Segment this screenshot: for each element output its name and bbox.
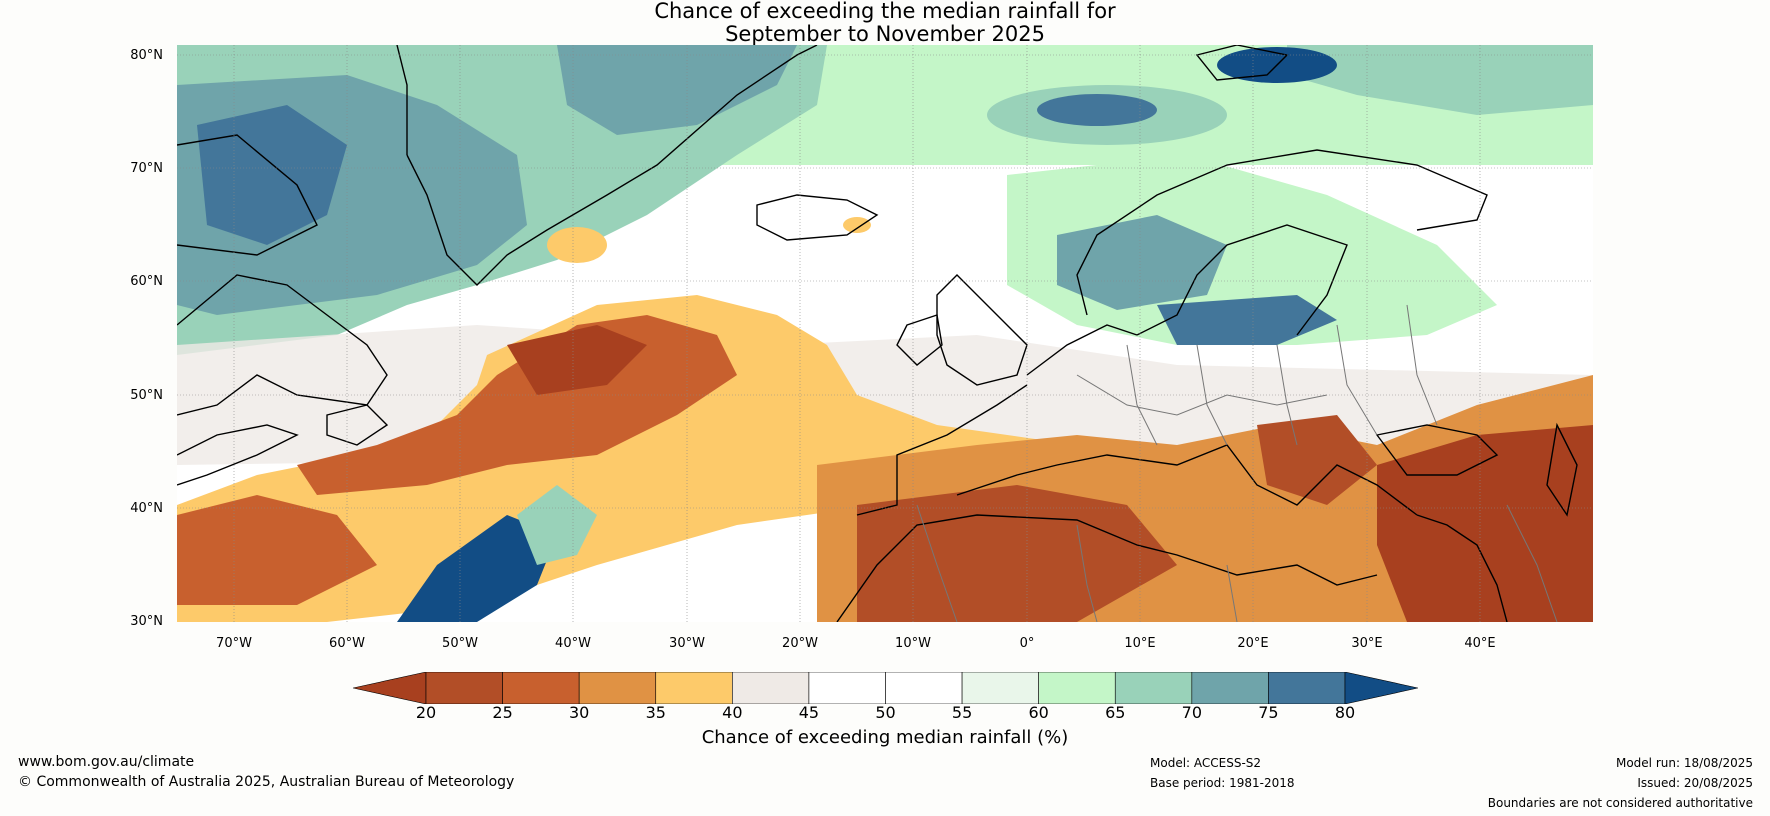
colorbar-segment — [655, 671, 733, 705]
lat-label-40n: 40°N — [130, 501, 163, 516]
colorbar-segment — [1114, 671, 1193, 705]
colorbar-tick-label: 65 — [1105, 703, 1126, 722]
labrador-coast — [177, 274, 388, 416]
colorbar-segment — [961, 671, 1039, 705]
balkans-dry — [1257, 415, 1377, 505]
colorbar-label: Chance of exceeding median rainfall (%) — [701, 727, 1069, 748]
colorbar-segment — [808, 671, 886, 705]
caspian-coast — [1546, 422, 1578, 517]
newfoundland-coast — [326, 404, 389, 446]
western-atlantic-dry — [177, 495, 377, 605]
lon-label-70w: 70°W — [216, 636, 252, 651]
north-sea-coast — [1026, 324, 1138, 376]
model-run-text: Model run: 18/08/2025 — [1615, 756, 1753, 770]
colorbar-extend-high — [1344, 671, 1419, 705]
middle-east-dry-core — [1377, 425, 1593, 622]
country-borders — [916, 304, 1558, 622]
levant-coast — [1416, 514, 1508, 622]
lon-label-20w: 20°W — [782, 636, 818, 651]
lon-label-40w: 40°W — [555, 636, 591, 651]
colorbar-tick-label: 55 — [951, 703, 973, 722]
sw-atlantic-wet — [397, 515, 557, 622]
colorbar-tick-label: 80 — [1334, 703, 1356, 722]
colorbar-tick-label: 30 — [568, 703, 590, 722]
svalbard-wet — [1287, 45, 1593, 115]
title-line-2: September to November 2025 — [725, 22, 1045, 46]
scandinavia-coast — [1076, 149, 1488, 316]
lat-label-50n: 50°N — [130, 388, 163, 403]
colorbar-segment — [732, 671, 810, 705]
colorbar-segment — [885, 671, 963, 705]
lat-label-70n: 70°N — [130, 161, 163, 176]
colorbar-tick-label: 50 — [875, 703, 896, 722]
norwegian-sea-wet-core — [1037, 94, 1157, 126]
iceland-coast — [756, 194, 879, 241]
baltic-coast — [1136, 224, 1348, 336]
lat-label-30n: 30°N — [130, 614, 163, 629]
colorbar — [352, 671, 1419, 705]
greenland-tip-dry — [547, 227, 607, 263]
base-period-text: Base period: 1981-2018 — [1150, 776, 1295, 790]
colorbar-tick-label: 70 — [1181, 703, 1202, 722]
lon-label-10e: 10°E — [1124, 636, 1156, 651]
greenland-west-coast — [396, 45, 408, 155]
lon-label-60w: 60°W — [329, 636, 365, 651]
europe-west-coast — [856, 384, 1028, 516]
ireland-coast — [896, 314, 943, 366]
scandinavia-wet-core — [1057, 215, 1227, 310]
lon-label-10w: 10°W — [895, 636, 931, 651]
atlantic-dry-core-2 — [507, 325, 647, 395]
coastlines — [177, 45, 1578, 622]
greenland-coast — [406, 45, 818, 286]
sw-atlantic-wet-rim — [517, 485, 597, 565]
colorbar-tick-label: 20 — [415, 703, 437, 722]
colorbar-segment — [502, 671, 580, 705]
lon-label-0: 0° — [1019, 636, 1035, 651]
lon-label-50w: 50°W — [442, 636, 478, 651]
colorbar-segment — [1038, 671, 1116, 705]
lon-label-30w: 30°W — [669, 636, 705, 651]
chart-title: Chance of exceeding the median rainfall … — [0, 0, 1770, 46]
copyright-text: © Commonwealth of Australia 2025, Austra… — [18, 774, 515, 790]
issued-text: Issued: 20/08/2025 — [1637, 776, 1753, 790]
colorbar-extend-low — [352, 671, 427, 705]
iceland-dry — [843, 217, 871, 233]
baffin-coast — [177, 134, 318, 256]
nafrica-coast — [836, 514, 1378, 622]
nafrica-dry-core — [857, 485, 1177, 622]
disclaimer-text: Boundaries are not considered authoritat… — [1487, 796, 1753, 810]
colorbar-tick-label: 75 — [1258, 703, 1279, 722]
colorbar-segment — [578, 671, 657, 705]
lat-label-60n: 60°N — [130, 274, 163, 289]
graticule — [177, 45, 1593, 622]
colorbar-segment — [425, 671, 503, 705]
greenland-sea-wet-core — [557, 45, 797, 135]
lon-label-20e: 20°E — [1237, 636, 1269, 651]
website-text: www.bom.gov.au/climate — [18, 754, 195, 770]
baltic-wet — [1157, 295, 1337, 345]
title-line-1: Chance of exceeding the median rainfall … — [654, 0, 1116, 23]
lat-label-80n: 80°N — [130, 48, 163, 63]
britain-coast — [936, 274, 1028, 386]
nova-scotia-coast — [177, 424, 299, 486]
lon-label-40e: 40°E — [1464, 636, 1496, 651]
colorbar-segment — [1191, 671, 1269, 705]
colorbar-tick-label: 60 — [1028, 703, 1049, 722]
svalbard-coast — [1195, 45, 1289, 81]
colorbar-tick-label: 35 — [645, 703, 666, 722]
rainfall-probability-map — [177, 45, 1593, 622]
black-sea-coast — [1375, 424, 1499, 476]
colorbar-tick-label: 40 — [722, 703, 743, 722]
atlantic-dry-band — [177, 295, 1077, 622]
colorbar-tick-label: 45 — [798, 703, 820, 722]
colorbar-segment — [1268, 671, 1346, 705]
lon-label-30e: 30°E — [1351, 636, 1383, 651]
colorbar-tick-label: 25 — [492, 703, 513, 722]
model-text: Model: ACCESS-S2 — [1150, 756, 1262, 770]
